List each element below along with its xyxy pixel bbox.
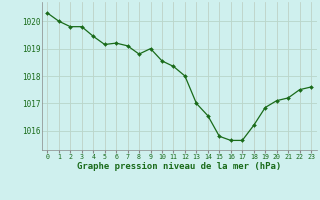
X-axis label: Graphe pression niveau de la mer (hPa): Graphe pression niveau de la mer (hPa) [77,162,281,171]
